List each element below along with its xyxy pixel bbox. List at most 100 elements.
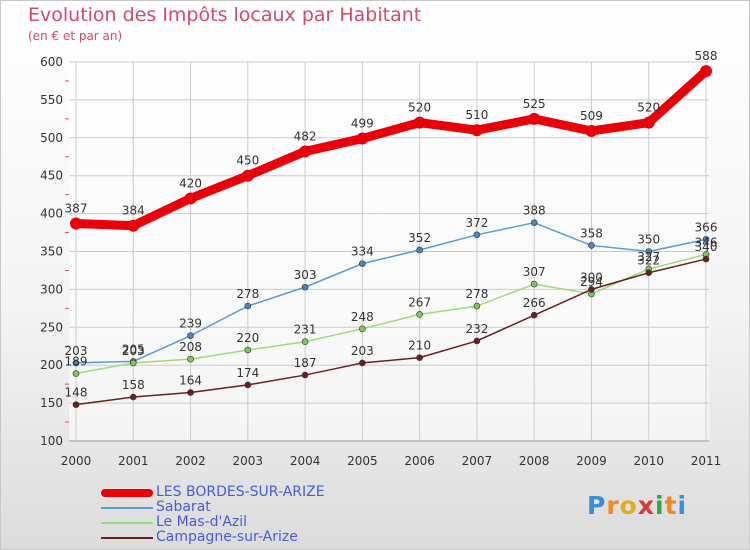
data-label: 588 bbox=[695, 49, 718, 63]
series-line bbox=[75, 258, 707, 406]
x-tick-label: 2008 bbox=[519, 454, 550, 468]
y-tick-label: 550 bbox=[40, 93, 63, 107]
y-tick-label: 350 bbox=[40, 245, 63, 259]
chart-title: Evolution des Impôts locaux par Habitant bbox=[28, 4, 422, 26]
data-point bbox=[301, 283, 309, 291]
x-tick-label: 2007 bbox=[462, 454, 493, 468]
data-point bbox=[645, 269, 653, 277]
x-tick-label: 2009 bbox=[576, 454, 607, 468]
data-label: 267 bbox=[408, 295, 431, 309]
data-label: 203 bbox=[65, 344, 88, 358]
data-point bbox=[301, 338, 309, 346]
data-point bbox=[416, 246, 423, 254]
data-label: 346 bbox=[695, 236, 718, 250]
data-point bbox=[588, 286, 595, 293]
legend-label: Campagne-sur-Arize bbox=[156, 529, 298, 545]
data-point bbox=[702, 255, 710, 263]
data-label: 520 bbox=[637, 101, 660, 115]
y-tick-label: 500 bbox=[40, 131, 63, 145]
data-label: 203 bbox=[351, 344, 374, 358]
data-label: 420 bbox=[179, 176, 202, 190]
data-point bbox=[700, 65, 712, 78]
data-label: 239 bbox=[179, 317, 202, 331]
data-point bbox=[359, 359, 366, 367]
data-point bbox=[470, 124, 483, 137]
data-label: 278 bbox=[236, 287, 259, 301]
data-label: 510 bbox=[465, 108, 488, 122]
data-label: 158 bbox=[122, 378, 145, 392]
x-tick-label: 2010 bbox=[633, 454, 664, 468]
data-label: 278 bbox=[465, 287, 488, 301]
data-label: 248 bbox=[351, 310, 374, 324]
data-point bbox=[702, 236, 710, 243]
data-label: 350 bbox=[637, 233, 660, 247]
logo-letter: x bbox=[637, 491, 655, 520]
legend-label: LES BORDES-SUR-ARIZE bbox=[156, 484, 325, 500]
data-point bbox=[187, 389, 194, 396]
data-point bbox=[299, 145, 312, 158]
data-label: 525 bbox=[523, 97, 546, 111]
data-point bbox=[528, 112, 541, 125]
data-point bbox=[244, 302, 252, 310]
data-label: 232 bbox=[465, 322, 488, 336]
legend-label: Sabarat bbox=[156, 499, 211, 515]
data-label: 266 bbox=[523, 296, 546, 310]
data-point bbox=[72, 370, 80, 377]
data-label: 372 bbox=[465, 216, 488, 230]
data-point bbox=[473, 231, 481, 239]
x-tick-label: 2000 bbox=[61, 454, 92, 468]
data-point bbox=[184, 192, 197, 205]
data-point bbox=[473, 337, 481, 345]
data-point bbox=[642, 116, 655, 129]
data-point bbox=[416, 354, 423, 361]
data-point bbox=[473, 302, 481, 310]
data-point bbox=[530, 311, 538, 319]
data-point bbox=[187, 355, 194, 363]
data-label: 220 bbox=[236, 331, 259, 345]
series-line bbox=[71, 66, 711, 231]
data-point bbox=[241, 169, 254, 182]
y-tick-label: 600 bbox=[40, 55, 63, 69]
x-tick-label: 2004 bbox=[290, 454, 321, 468]
proxiti-logo: Proxiti bbox=[587, 491, 687, 520]
data-label: 210 bbox=[408, 339, 431, 353]
data-label: 366 bbox=[695, 220, 718, 234]
data-label: 205 bbox=[122, 342, 145, 356]
y-tick-label: 250 bbox=[40, 320, 63, 334]
series-layer bbox=[70, 65, 712, 408]
legend-swatch bbox=[101, 522, 153, 524]
legend-swatch bbox=[101, 507, 153, 509]
series-line bbox=[75, 253, 707, 375]
data-label: 387 bbox=[65, 201, 88, 215]
chart-subtitle: (en € et par an) bbox=[28, 29, 123, 43]
data-point bbox=[70, 217, 82, 230]
x-tick-label: 2006 bbox=[404, 454, 435, 468]
data-point bbox=[530, 219, 538, 226]
y-tick-label: 100 bbox=[40, 434, 63, 448]
x-tick-label: 2011 bbox=[691, 454, 722, 468]
logo-letter: r bbox=[606, 491, 620, 520]
x-tick-label: 2003 bbox=[233, 454, 264, 468]
legend-label: Le Mas-d'Azil bbox=[156, 514, 248, 530]
y-tick-label: 300 bbox=[40, 282, 63, 296]
data-point bbox=[356, 132, 369, 145]
data-point bbox=[301, 371, 309, 379]
grid-layer bbox=[69, 61, 709, 442]
data-label: 164 bbox=[179, 373, 202, 387]
x-tick-label: 2002 bbox=[175, 454, 206, 468]
data-point bbox=[127, 219, 140, 232]
data-point bbox=[187, 332, 194, 339]
data-label: 327 bbox=[637, 250, 660, 264]
data-point bbox=[72, 359, 80, 367]
y-tick-label: 400 bbox=[40, 207, 63, 221]
logo-letter: o bbox=[619, 491, 638, 520]
data-label: 203 bbox=[122, 344, 145, 358]
data-label: 450 bbox=[236, 154, 259, 168]
data-label: 520 bbox=[408, 101, 431, 115]
data-point bbox=[244, 346, 252, 354]
logo-letter: i bbox=[655, 491, 665, 520]
data-label: 509 bbox=[580, 109, 603, 123]
data-label: 499 bbox=[351, 117, 374, 131]
